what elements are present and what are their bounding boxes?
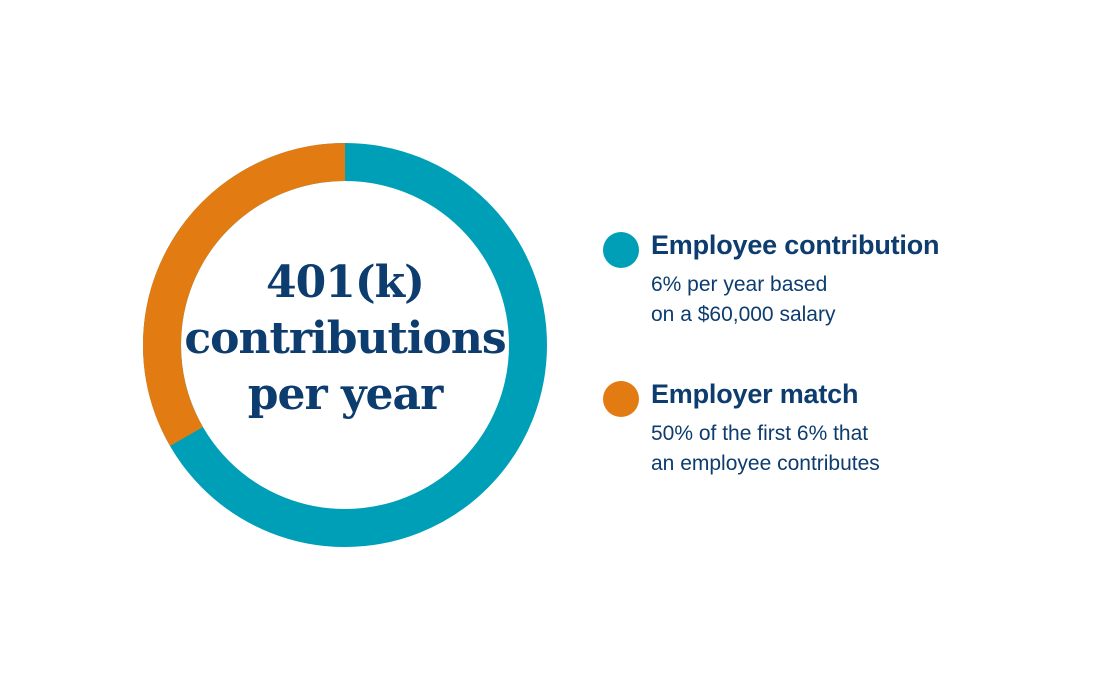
legend-label: Employer match xyxy=(651,379,859,409)
center-title-line1: 401(k) xyxy=(266,257,425,308)
chart-center-title: 401(k) contributions per year xyxy=(175,255,515,423)
legend-desc: 50% of the first 6% that an employee con… xyxy=(651,422,880,475)
legend-desc: 6% per year based on a $60,000 salary xyxy=(651,273,836,326)
center-title-line2: contributions xyxy=(184,313,506,364)
donut-chart xyxy=(143,143,547,547)
employer-dot-icon xyxy=(603,381,639,417)
employee-dot-icon xyxy=(603,232,639,268)
legend-label: Employee contribution xyxy=(651,230,940,260)
center-title-line3: per year xyxy=(247,369,444,420)
donut-segment-employer xyxy=(143,143,346,446)
